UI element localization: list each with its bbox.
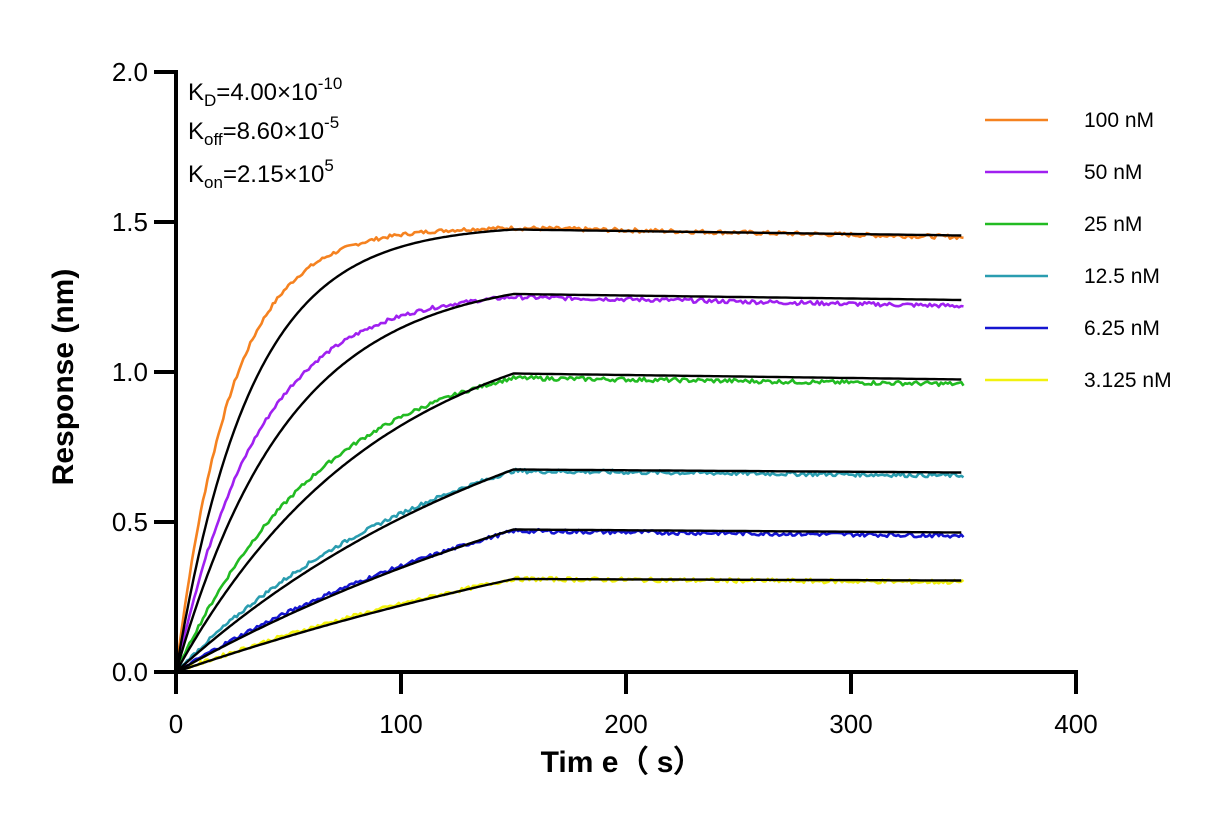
series-line-3 — [175, 467, 965, 673]
kon-symbol: K — [188, 161, 204, 188]
fit-line-3 — [175, 468, 962, 673]
x-tick-label-1: 100 — [379, 709, 422, 739]
legend-label-5: 3.125 nM — [1084, 369, 1172, 392]
fit-line-5 — [175, 577, 962, 674]
y-axis-title: Response (nm) — [47, 269, 80, 486]
kd-annotation: KD=4.00×10-10 — [188, 74, 342, 110]
kd-value: =4.00×10 — [216, 79, 317, 106]
axes: 0.0 0.5 1.0 1.5 2.0 0 100 200 300 400 — [112, 57, 1098, 739]
y-tick-label-3: 1.5 — [112, 207, 148, 237]
koff-symbol: K — [188, 118, 204, 145]
x-tick-label-2: 200 — [604, 709, 647, 739]
x-tick-label-4: 400 — [1054, 709, 1097, 739]
fit-line-0 — [174, 228, 962, 673]
fit-line-2 — [174, 372, 962, 673]
koff-value: =8.60×10 — [223, 118, 324, 145]
kon-exponent: 5 — [324, 156, 333, 175]
legend: 100 nM 50 nM 25 nM 12.5 nM 6.25 nM 3.125 nM — [985, 109, 1172, 392]
koff-exponent: -5 — [324, 113, 339, 132]
series-line-1 — [174, 293, 964, 673]
series-line-4 — [175, 527, 965, 674]
legend-label-1: 50 nM — [1084, 161, 1142, 184]
series-line-0 — [174, 225, 964, 673]
kd-exponent: -10 — [318, 74, 343, 93]
y-tick-label-2: 1.0 — [112, 357, 148, 387]
series-line-2 — [174, 374, 965, 673]
kd-symbol: K — [188, 79, 204, 106]
kon-value: =2.15×10 — [223, 161, 324, 188]
fit-line-1 — [174, 292, 962, 673]
legend-label-0: 100 nM — [1084, 109, 1154, 132]
y-tick-label-1: 0.5 — [112, 507, 148, 537]
measured-curves — [174, 225, 965, 674]
kon-subscript: on — [204, 173, 223, 192]
legend-label-3: 12.5 nM — [1084, 265, 1160, 288]
koff-annotation: Koff=8.60×10-5 — [188, 113, 339, 149]
y-tick-label-0: 0.0 — [112, 657, 148, 687]
y-tick-label-4: 2.0 — [112, 57, 148, 87]
legend-label-2: 25 nM — [1084, 213, 1142, 236]
series-line-5 — [175, 575, 965, 674]
x-axis-title: Tim e（ s） — [541, 745, 704, 779]
koff-subscript: off — [204, 130, 223, 149]
kd-subscript: D — [204, 91, 216, 110]
fit-curves — [174, 228, 962, 674]
fit-line-4 — [175, 528, 962, 674]
x-tick-label-0: 0 — [169, 709, 183, 739]
kon-annotation: Kon=2.15×105 — [188, 156, 334, 192]
legend-label-4: 6.25 nM — [1084, 317, 1160, 340]
x-tick-label-3: 300 — [829, 709, 872, 739]
